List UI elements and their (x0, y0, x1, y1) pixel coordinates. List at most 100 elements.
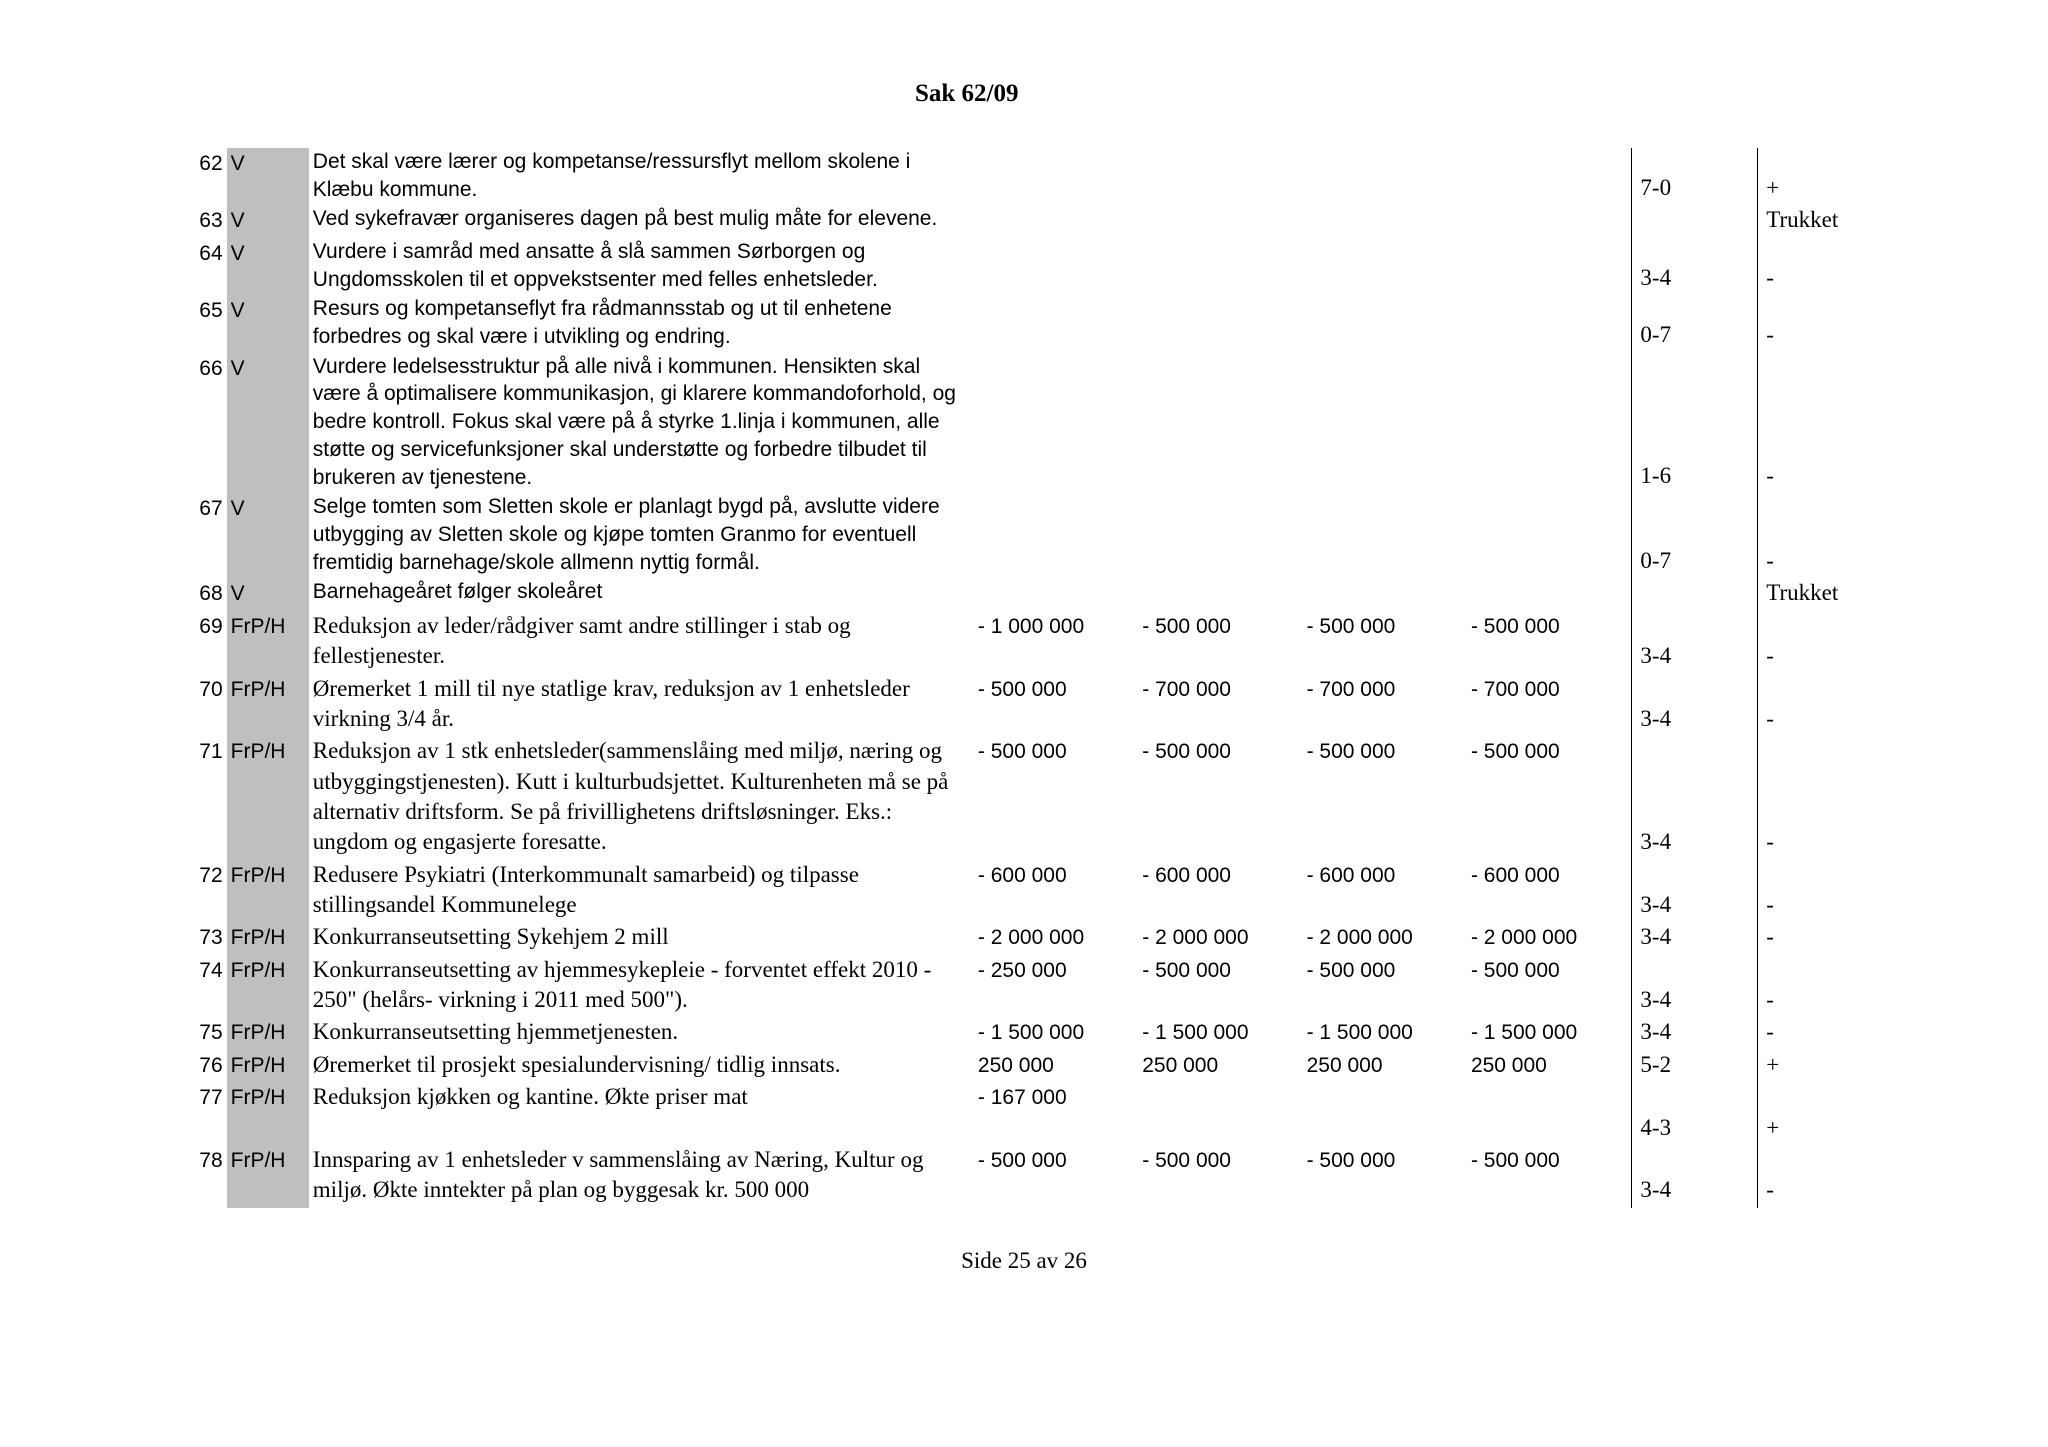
amt-cell: - 600 000 (1303, 860, 1467, 923)
vote-cell: 7-0 (1632, 148, 1758, 205)
amt-cell: - 1 000 000 (974, 611, 1138, 674)
amt-cell: - 500 000 (1467, 1145, 1632, 1208)
amt-cell (1467, 205, 1632, 237)
party-cell: V (227, 578, 309, 610)
party-cell: FrP/H (227, 736, 309, 859)
amt-cell: - 167 000 (974, 1082, 1138, 1145)
amt-cell: - 1 500 000 (1138, 1017, 1302, 1049)
amt-cell (1138, 238, 1302, 295)
amt-cell: - 700 000 (1138, 674, 1302, 737)
result-cell: - (1758, 674, 1883, 737)
amt-cell: - 2 000 000 (1303, 922, 1467, 954)
desc-cell: Konkurranseutsetting av hjemmesykepleie … (309, 955, 974, 1018)
amt-cell (1467, 353, 1632, 494)
amt-cell (1303, 493, 1467, 578)
desc-cell: Øremerket til prosjekt spesialundervisni… (309, 1050, 974, 1082)
num-cell: 72 (165, 860, 227, 923)
vote-cell: 3-4 (1632, 736, 1758, 859)
amt-cell: - 1 500 000 (974, 1017, 1138, 1049)
table-row: 78FrP/HInnsparing av 1 enhetsleder v sam… (165, 1145, 1883, 1208)
party-cell: V (227, 295, 309, 352)
desc-cell: Selge tomten som Sletten skole er planla… (309, 493, 974, 578)
table-row: 66VVurdere ledelsesstruktur på alle nivå… (165, 353, 1883, 494)
desc-cell: Barnehageåret følger skoleåret (309, 578, 974, 610)
amt-cell (1303, 578, 1467, 610)
table-row: 72FrP/HRedusere Psykiatri (Interkommunal… (165, 860, 1883, 923)
amt-cell (974, 353, 1138, 494)
amt-cell (1303, 1082, 1467, 1145)
result-cell: - (1758, 611, 1883, 674)
amt-cell (1138, 1082, 1302, 1145)
result-cell: - (1758, 955, 1883, 1018)
num-cell: 62 (165, 148, 227, 205)
party-cell: FrP/H (227, 922, 309, 954)
amt-cell (1467, 1082, 1632, 1145)
party-cell: V (227, 148, 309, 205)
amt-cell (974, 578, 1138, 610)
amt-cell: 250 000 (1303, 1050, 1467, 1082)
table-row: 67VSelge tomten som Sletten skole er pla… (165, 493, 1883, 578)
table-row: 68VBarnehageåret følger skoleåret Trukket (165, 578, 1883, 610)
desc-cell: Konkurranseutsetting Sykehjem 2 mill (309, 922, 974, 954)
table-row: 76FrP/HØremerket til prosjekt spesialund… (165, 1050, 1883, 1082)
amt-cell: - 1 500 000 (1303, 1017, 1467, 1049)
amt-cell: - 2 000 000 (1138, 922, 1302, 954)
table-row: 63VVed sykefravær organiseres dagen på b… (165, 205, 1883, 237)
num-cell: 68 (165, 578, 227, 610)
amt-cell (1467, 493, 1632, 578)
amt-cell: - 500 000 (1138, 736, 1302, 859)
table-row: 73FrP/HKonkurranseutsetting Sykehjem 2 m… (165, 922, 1883, 954)
party-cell: FrP/H (227, 1050, 309, 1082)
amt-cell: - 700 000 (1303, 674, 1467, 737)
num-cell: 74 (165, 955, 227, 1018)
amt-cell (1467, 148, 1632, 205)
vote-cell: 3-4 (1632, 1017, 1758, 1049)
desc-cell: Innsparing av 1 enhetsleder v sammenslåi… (309, 1145, 974, 1208)
table-row: 70FrP/HØremerket 1 mill til nye statlige… (165, 674, 1883, 737)
amt-cell: - 700 000 (1467, 674, 1632, 737)
vote-cell: 3-4 (1632, 922, 1758, 954)
result-cell: - (1758, 1017, 1883, 1049)
vote-cell: 3-4 (1632, 611, 1758, 674)
num-cell: 73 (165, 922, 227, 954)
amt-cell: - 600 000 (1138, 860, 1302, 923)
desc-cell: Reduksjon av leder/rådgiver samt andre s… (309, 611, 974, 674)
amt-cell (1467, 578, 1632, 610)
desc-cell: Resurs og kompetanseflyt fra rådmannssta… (309, 295, 974, 352)
result-cell: - (1758, 295, 1883, 352)
amt-cell: - 500 000 (1303, 611, 1467, 674)
voting-table: 62VDet skal være lærer og kompetanse/res… (165, 148, 1883, 1208)
result-cell: Trukket (1758, 578, 1883, 610)
amt-cell: - 600 000 (974, 860, 1138, 923)
amt-cell (1467, 295, 1632, 352)
vote-cell: 5-2 (1632, 1050, 1758, 1082)
result-cell: - (1758, 238, 1883, 295)
party-cell: V (227, 238, 309, 295)
vote-cell: 0-7 (1632, 295, 1758, 352)
num-cell: 75 (165, 1017, 227, 1049)
party-cell: FrP/H (227, 860, 309, 923)
amt-cell (1303, 353, 1467, 494)
num-cell: 66 (165, 353, 227, 494)
page-footer: Side 25 av 26 (165, 1248, 1883, 1274)
amt-cell (1138, 353, 1302, 494)
table-row: 62VDet skal være lærer og kompetanse/res… (165, 148, 1883, 205)
amt-cell (1138, 493, 1302, 578)
party-cell: FrP/H (227, 955, 309, 1018)
amt-cell (974, 295, 1138, 352)
amt-cell (1303, 238, 1467, 295)
result-cell: + (1758, 148, 1883, 205)
desc-cell: Øremerket 1 mill til nye statlige krav, … (309, 674, 974, 737)
desc-cell: Vurdere i samråd med ansatte å slå samme… (309, 238, 974, 295)
amt-cell: - 500 000 (974, 736, 1138, 859)
table-row: 65VResurs og kompetanseflyt fra rådmanns… (165, 295, 1883, 352)
num-cell: 65 (165, 295, 227, 352)
amt-cell (1303, 148, 1467, 205)
vote-cell (1632, 205, 1758, 237)
result-cell: - (1758, 922, 1883, 954)
party-cell: FrP/H (227, 1145, 309, 1208)
num-cell: 71 (165, 736, 227, 859)
amt-cell (1138, 578, 1302, 610)
amt-cell: - 500 000 (1138, 955, 1302, 1018)
desc-cell: Vurdere ledelsesstruktur på alle nivå i … (309, 353, 974, 494)
